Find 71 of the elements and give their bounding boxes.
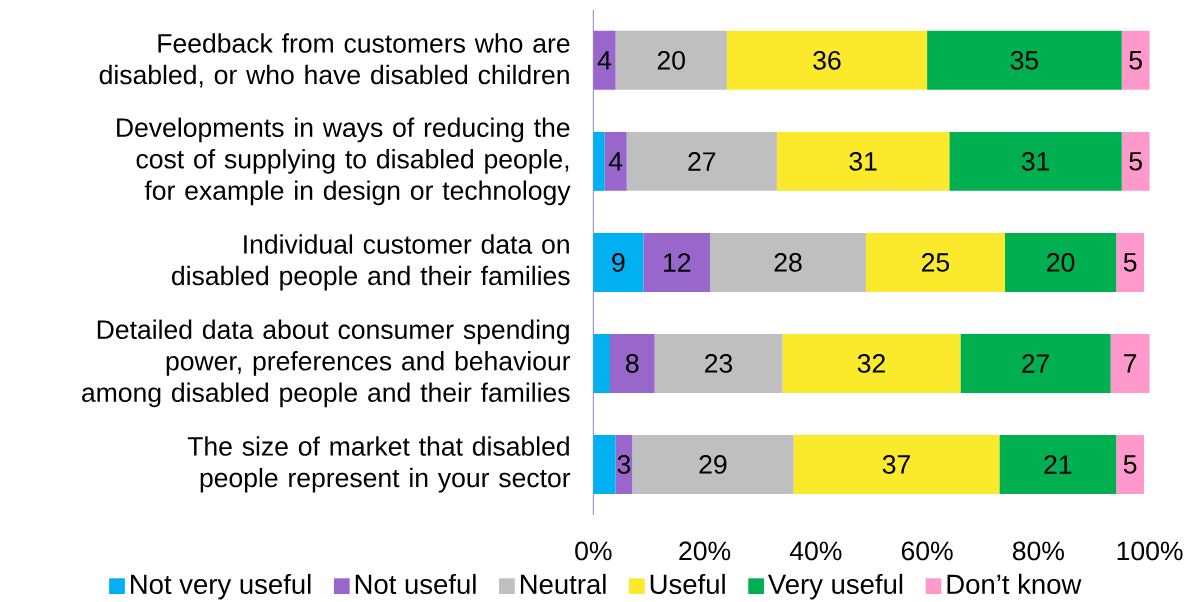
- legend-label: Very useful: [768, 573, 903, 600]
- bar: [865, 232, 1005, 292]
- bar: [949, 131, 1122, 191]
- bar: [776, 131, 950, 191]
- bar: [999, 434, 1117, 494]
- y-tick-label: The size of market that disabled people represent in your sector: [187, 436, 571, 493]
- bar: [626, 131, 777, 191]
- legend-label: Neutral: [520, 573, 606, 594]
- data-label: 36: [813, 50, 841, 70]
- data-label: 12: [664, 252, 691, 272]
- data-label: 8: [626, 353, 639, 373]
- bar: [710, 232, 866, 292]
- data-label: 27: [688, 151, 716, 171]
- data-label: 21: [1044, 454, 1072, 474]
- x-tick-label: 40%: [789, 541, 842, 561]
- x-tick-label: 0%: [575, 541, 612, 561]
- data-label: 20: [1047, 252, 1075, 272]
- bar: [793, 434, 1000, 494]
- data-label: 20: [657, 50, 685, 70]
- legend-label: Don’t know: [947, 573, 1082, 594]
- y-tick-label: Developments in ways of reducing the cost of supplying to disabled people, for example in design or technology: [117, 117, 571, 205]
- data-label: 25: [922, 252, 950, 272]
- bar: [615, 30, 727, 90]
- data-label: 9: [612, 252, 625, 272]
- x-tick-label: 20%: [679, 541, 731, 561]
- bar: [1121, 131, 1150, 191]
- x-tick-label: 100%: [1117, 541, 1183, 561]
- legend-label: Not very useful: [131, 573, 311, 600]
- bar: [1116, 434, 1145, 494]
- legend-label: Not useful: [355, 573, 476, 594]
- bar: [726, 30, 928, 90]
- bar: [782, 333, 961, 393]
- bar: [1110, 333, 1150, 393]
- bar: [593, 232, 644, 292]
- bar: [654, 333, 783, 393]
- bar: [960, 333, 1111, 393]
- y-tick-label: Individual customer data on disabled people and their families: [172, 234, 570, 291]
- data-label: 5: [1123, 454, 1137, 474]
- bar: [1004, 232, 1117, 292]
- bar: [593, 434, 616, 494]
- data-label: 7: [1124, 354, 1137, 373]
- data-label: 35: [1010, 50, 1039, 70]
- data-label: 5: [1129, 151, 1142, 171]
- x-tick-label: 80%: [1012, 541, 1064, 561]
- bar: [643, 232, 711, 292]
- bar: [1116, 232, 1145, 292]
- data-label: 31: [1021, 151, 1050, 171]
- bar: [593, 333, 611, 393]
- data-label: 4: [608, 152, 623, 171]
- data-label: 29: [699, 454, 727, 474]
- bar: [604, 131, 627, 191]
- bar: [610, 333, 655, 393]
- bar: [593, 131, 605, 191]
- data-label: 27: [1022, 353, 1049, 373]
- bar: [1121, 30, 1150, 90]
- data-label: 3: [617, 454, 631, 474]
- data-label: 5: [1123, 252, 1137, 272]
- data-label: 28: [774, 252, 802, 272]
- legend-label: Useful: [650, 573, 725, 594]
- data-label: 37: [882, 454, 910, 474]
- x-tick-label: 60%: [901, 541, 953, 561]
- data-label: 4: [597, 51, 612, 70]
- bar: [593, 30, 616, 90]
- y-tick-label: Detailed data about consumer spending power, preferences and behaviour among disabled people and their families: [82, 319, 571, 408]
- data-label: 32: [857, 353, 885, 373]
- data-label: 31: [849, 151, 877, 171]
- data-label: 5: [1129, 50, 1142, 70]
- data-label: 23: [705, 353, 733, 373]
- bar: [927, 30, 1122, 90]
- bar: [632, 434, 794, 494]
- y-tick-label: Feedback from customers who are disabled, or who have disabled children: [99, 33, 570, 88]
